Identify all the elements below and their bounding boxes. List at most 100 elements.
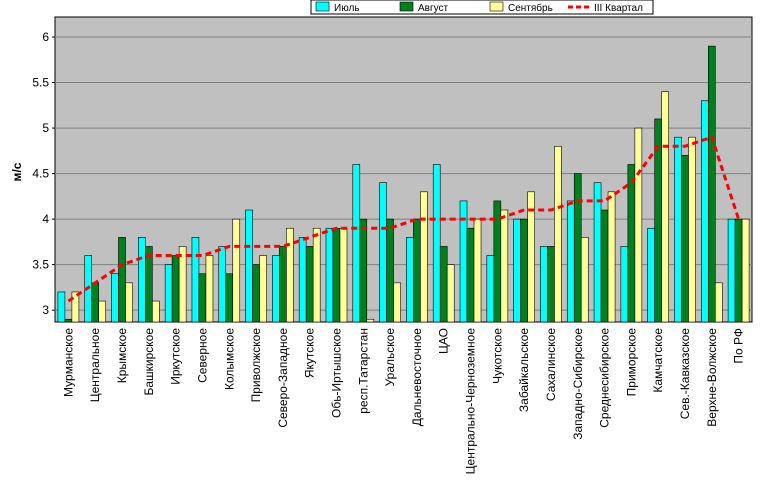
bar	[500, 209, 509, 323]
bar	[540, 246, 548, 323]
x-tick-label: Уральское	[383, 328, 397, 387]
legend-label: Август	[418, 3, 449, 14]
bar	[225, 273, 234, 323]
bar	[305, 246, 314, 323]
bar	[661, 91, 669, 323]
bar	[178, 246, 187, 323]
bar	[473, 218, 482, 323]
series-line	[67, 135, 741, 303]
y-axis-label: м/с	[10, 162, 24, 181]
bar	[741, 218, 750, 323]
x-tick-label: Забайкальское	[517, 328, 531, 412]
bar	[446, 264, 455, 323]
bar	[714, 282, 723, 323]
legend-label: Сентябрь	[508, 2, 553, 14]
bar	[593, 182, 602, 323]
bar	[700, 100, 709, 323]
x-tick-label: Приволжское	[249, 328, 263, 403]
x-tick-label: Среднесибирское	[598, 328, 612, 428]
bar	[647, 227, 655, 323]
bar	[232, 218, 241, 323]
bar	[681, 155, 689, 323]
bar	[98, 300, 107, 323]
x-tick-label: Центрально-Черноземное	[464, 328, 478, 475]
bar	[252, 264, 260, 323]
bar	[554, 145, 562, 323]
x-tick-label: Северное	[195, 328, 209, 383]
x-tick-label: Северо-Западное	[276, 328, 290, 428]
x-tick-label: Сев.-Кавказское	[678, 328, 692, 420]
bar	[393, 282, 401, 323]
legend	[310, 0, 654, 15]
bar	[688, 136, 696, 323]
bar	[259, 255, 267, 323]
x-tick-label: ЦАО	[437, 328, 451, 354]
y-tick-label: 6	[42, 30, 49, 44]
bar	[520, 218, 528, 323]
bar	[332, 227, 341, 323]
bar	[64, 318, 73, 323]
bar	[171, 255, 180, 323]
bar	[600, 209, 609, 323]
bar	[198, 273, 207, 323]
bar	[439, 246, 448, 323]
x-tick-label: Чукотское	[490, 328, 504, 384]
bar	[486, 255, 495, 323]
bar	[366, 318, 375, 323]
bar	[352, 164, 361, 323]
x-tick-label: Верхне-Волжское	[705, 328, 719, 427]
x-tick-label: Колымское	[222, 328, 236, 390]
bar	[432, 164, 441, 323]
x-tick-label: По РФ	[732, 328, 746, 364]
bar	[573, 173, 582, 323]
bar	[71, 291, 80, 323]
y-tick-label: 3.5	[32, 258, 49, 272]
bar	[580, 237, 589, 323]
y-tick-label: 4	[42, 212, 49, 226]
x-tick-label: Западно-Сибирское	[571, 328, 585, 440]
x-tick-label: Иркутское	[169, 328, 183, 385]
x-tick-label: Приморское	[624, 328, 638, 397]
y-tick-label: 5.5	[32, 76, 49, 90]
x-tick-label: Крымское	[115, 328, 129, 384]
x-tick-label: Дальневосточное	[410, 328, 424, 427]
bar	[138, 237, 146, 323]
bar	[674, 136, 682, 323]
bar	[707, 45, 716, 323]
bar	[359, 218, 368, 323]
legend-label: III Квартал	[594, 3, 643, 14]
x-tick-label: Якутское	[303, 328, 317, 378]
bar	[325, 227, 334, 323]
legend-swatch	[399, 1, 414, 12]
bar	[312, 227, 321, 323]
bar	[298, 237, 307, 323]
bar	[218, 246, 227, 323]
bar	[339, 227, 348, 323]
bar	[205, 255, 214, 323]
x-tick-label: Мурманское	[61, 328, 75, 397]
bar	[727, 218, 736, 323]
y-tick-label: 5	[42, 121, 49, 135]
bar	[191, 237, 200, 323]
bar	[279, 246, 287, 323]
bar	[413, 218, 421, 323]
bar	[272, 255, 280, 323]
legend-label: Июль	[334, 3, 360, 14]
bar	[513, 218, 521, 323]
y-tick-label: 4.5	[32, 167, 49, 181]
bar	[245, 209, 253, 323]
bar	[118, 237, 126, 323]
bar	[566, 200, 575, 323]
bar	[734, 218, 743, 323]
bar	[164, 264, 173, 323]
bar	[386, 218, 394, 323]
x-tick-label: Обь-Иртышское	[329, 328, 343, 418]
bar	[125, 282, 133, 323]
bar	[152, 300, 160, 323]
bar	[607, 191, 616, 323]
bar	[620, 246, 629, 323]
x-tick-label: Центральное	[88, 328, 102, 403]
bar	[420, 191, 428, 323]
bar	[145, 246, 153, 323]
